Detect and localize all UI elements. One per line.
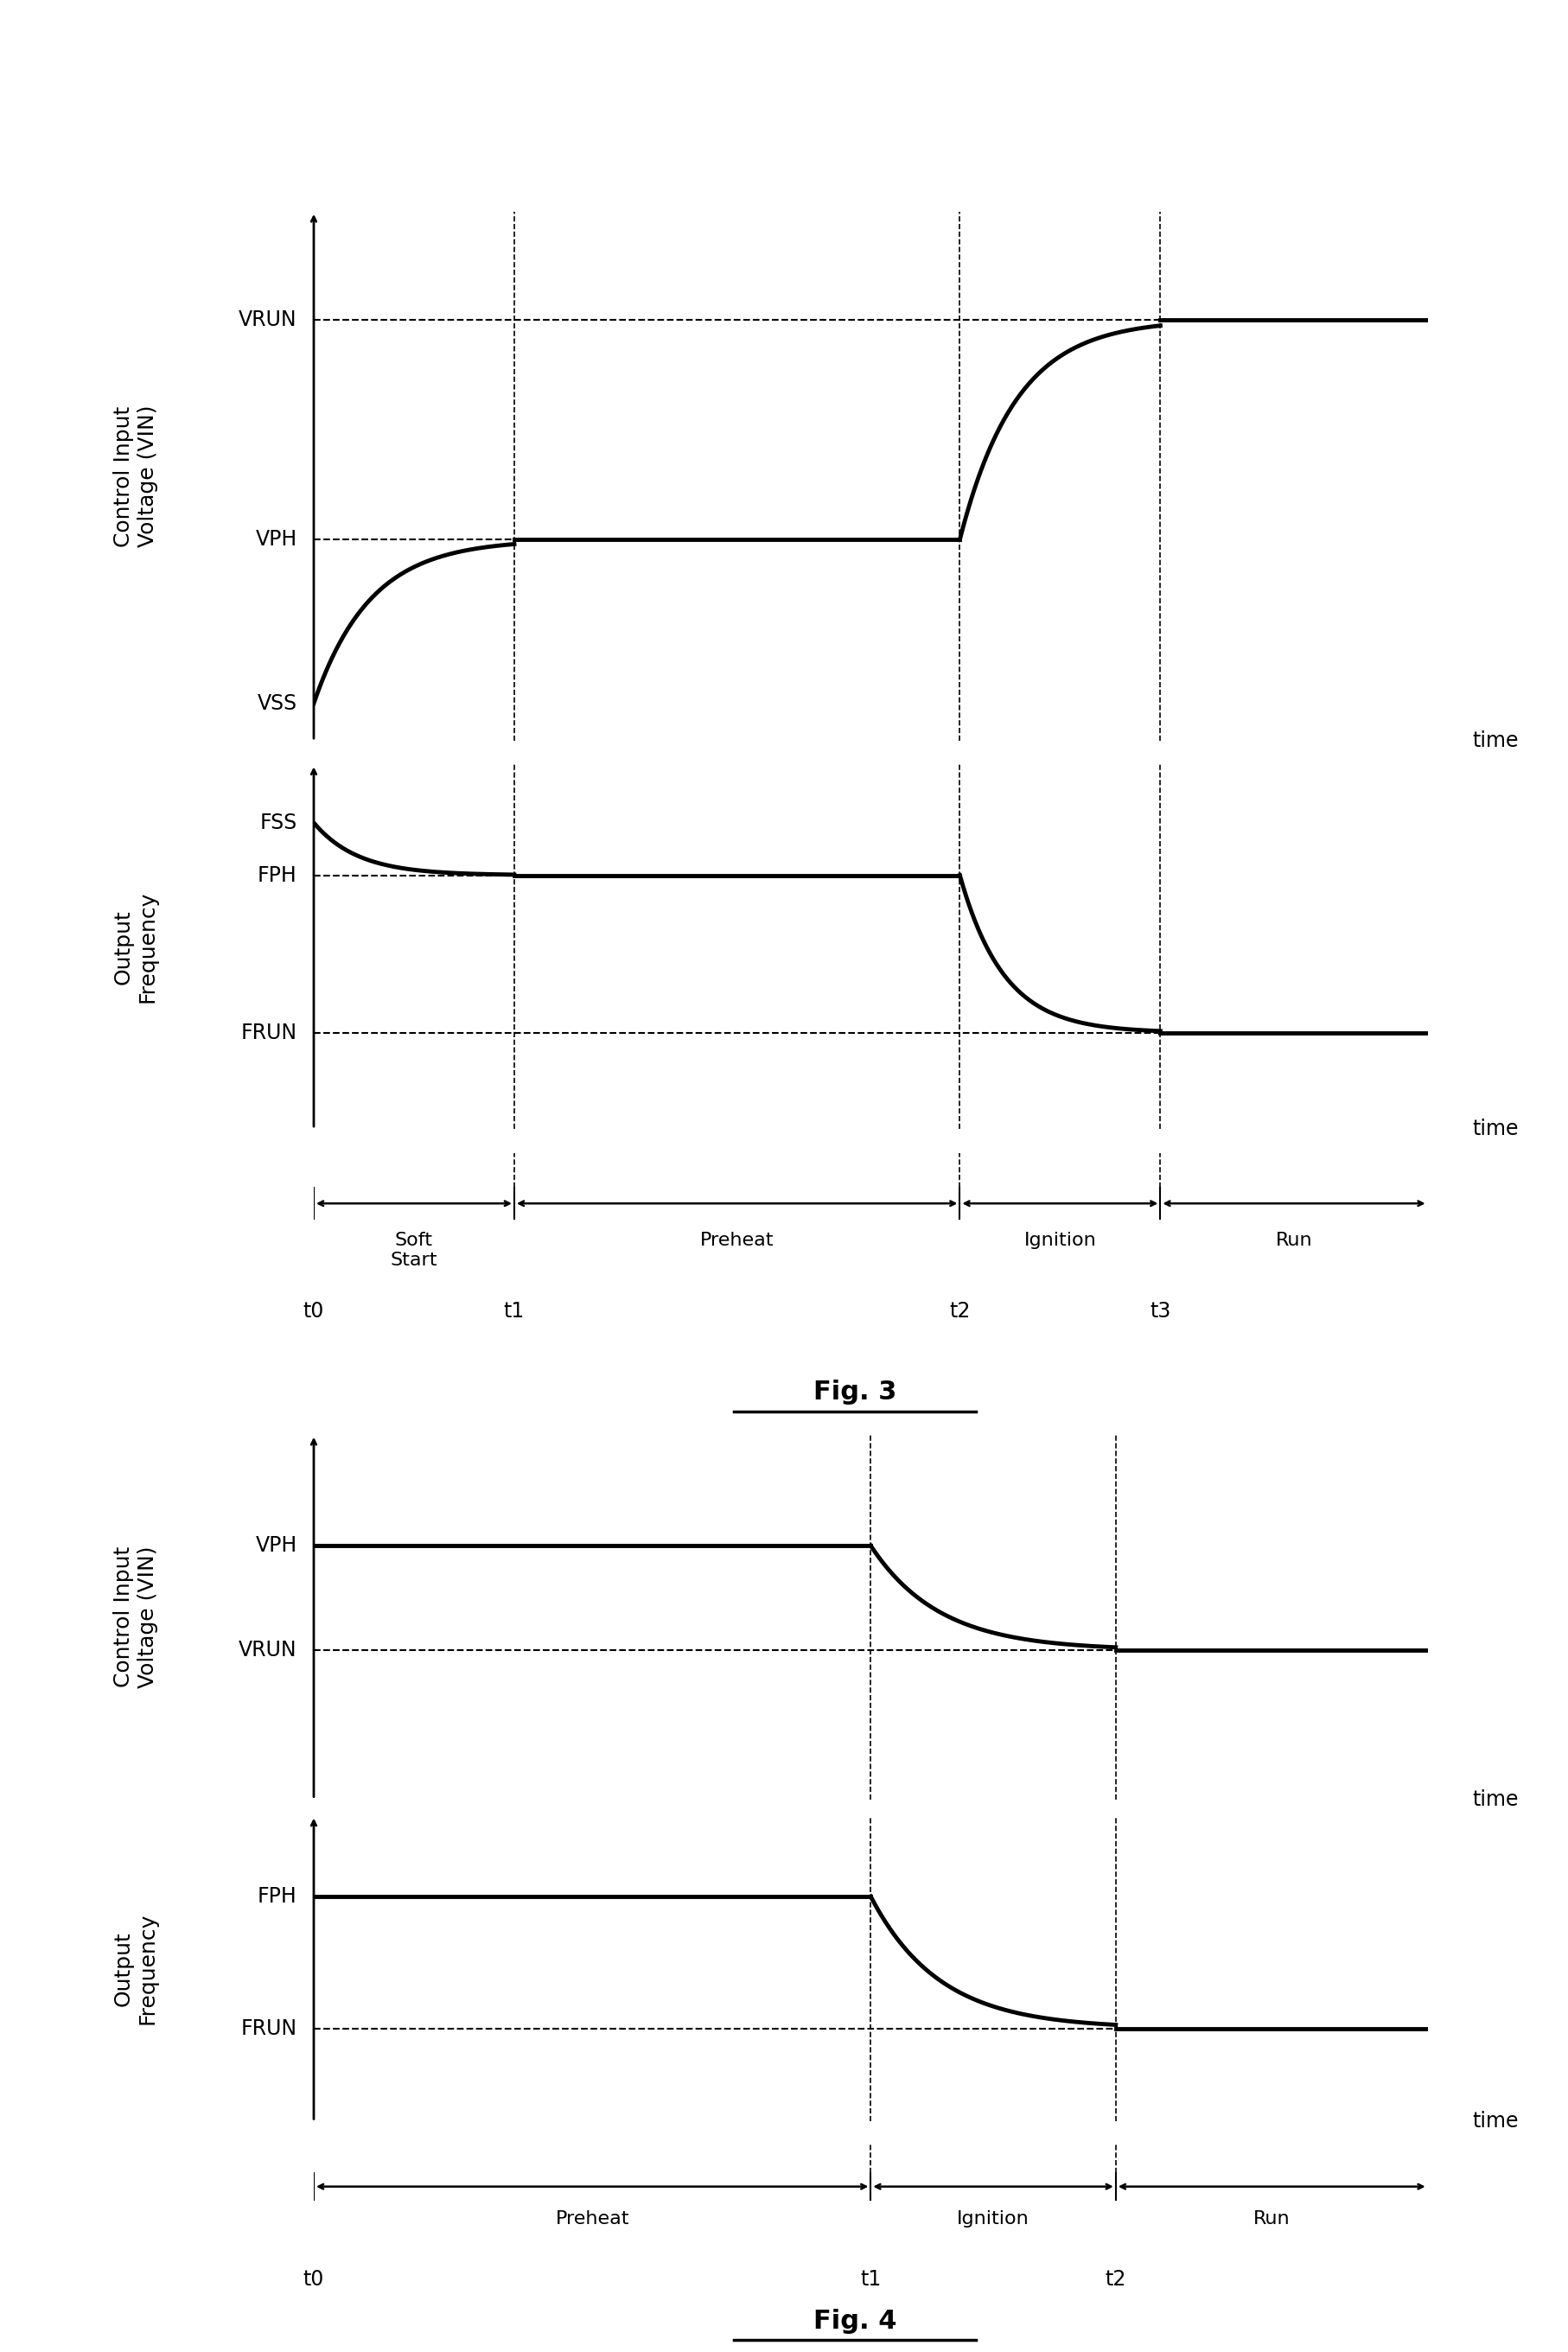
Text: FRUN: FRUN [240,2018,296,2039]
Text: Fig. 3: Fig. 3 [812,1381,897,1404]
Text: t1: t1 [503,1301,524,1322]
Text: FPH: FPH [257,866,296,887]
Text: Fig. 4: Fig. 4 [812,2310,897,2333]
Text: t0: t0 [303,1301,325,1322]
Text: VPH: VPH [256,529,296,550]
Text: Preheat: Preheat [699,1232,773,1249]
Text: Run: Run [1253,2211,1289,2227]
Text: Ignition: Ignition [956,2211,1029,2227]
Text: time: time [1471,2112,1518,2131]
Text: Control Input
Voltage (VIN): Control Input Voltage (VIN) [113,405,158,548]
Text: FSS: FSS [260,811,296,833]
Text: Output
Frequency: Output Frequency [113,891,158,1002]
Text: VRUN: VRUN [238,1639,296,1661]
Text: t2: t2 [1104,2270,1126,2291]
Text: Run: Run [1275,1232,1312,1249]
Text: time: time [1471,1790,1518,1809]
Text: t1: t1 [859,2270,881,2291]
Text: Soft
Start: Soft Start [390,1232,437,1270]
Text: VRUN: VRUN [238,308,296,329]
Text: t3: t3 [1149,1301,1170,1322]
Text: t2: t2 [949,1301,971,1322]
Text: VPH: VPH [256,1536,296,1557]
Text: t0: t0 [303,2270,325,2291]
Text: FRUN: FRUN [240,1023,296,1042]
Text: FPH: FPH [257,1886,296,1907]
Text: Output
Frequency: Output Frequency [113,1912,158,2025]
Text: VSS: VSS [257,694,296,713]
Text: Ignition: Ignition [1024,1232,1096,1249]
Text: time: time [1471,1120,1518,1138]
Text: time: time [1471,731,1518,750]
Text: Preheat: Preheat [555,2211,629,2227]
Text: Control Input
Voltage (VIN): Control Input Voltage (VIN) [113,1545,158,1689]
